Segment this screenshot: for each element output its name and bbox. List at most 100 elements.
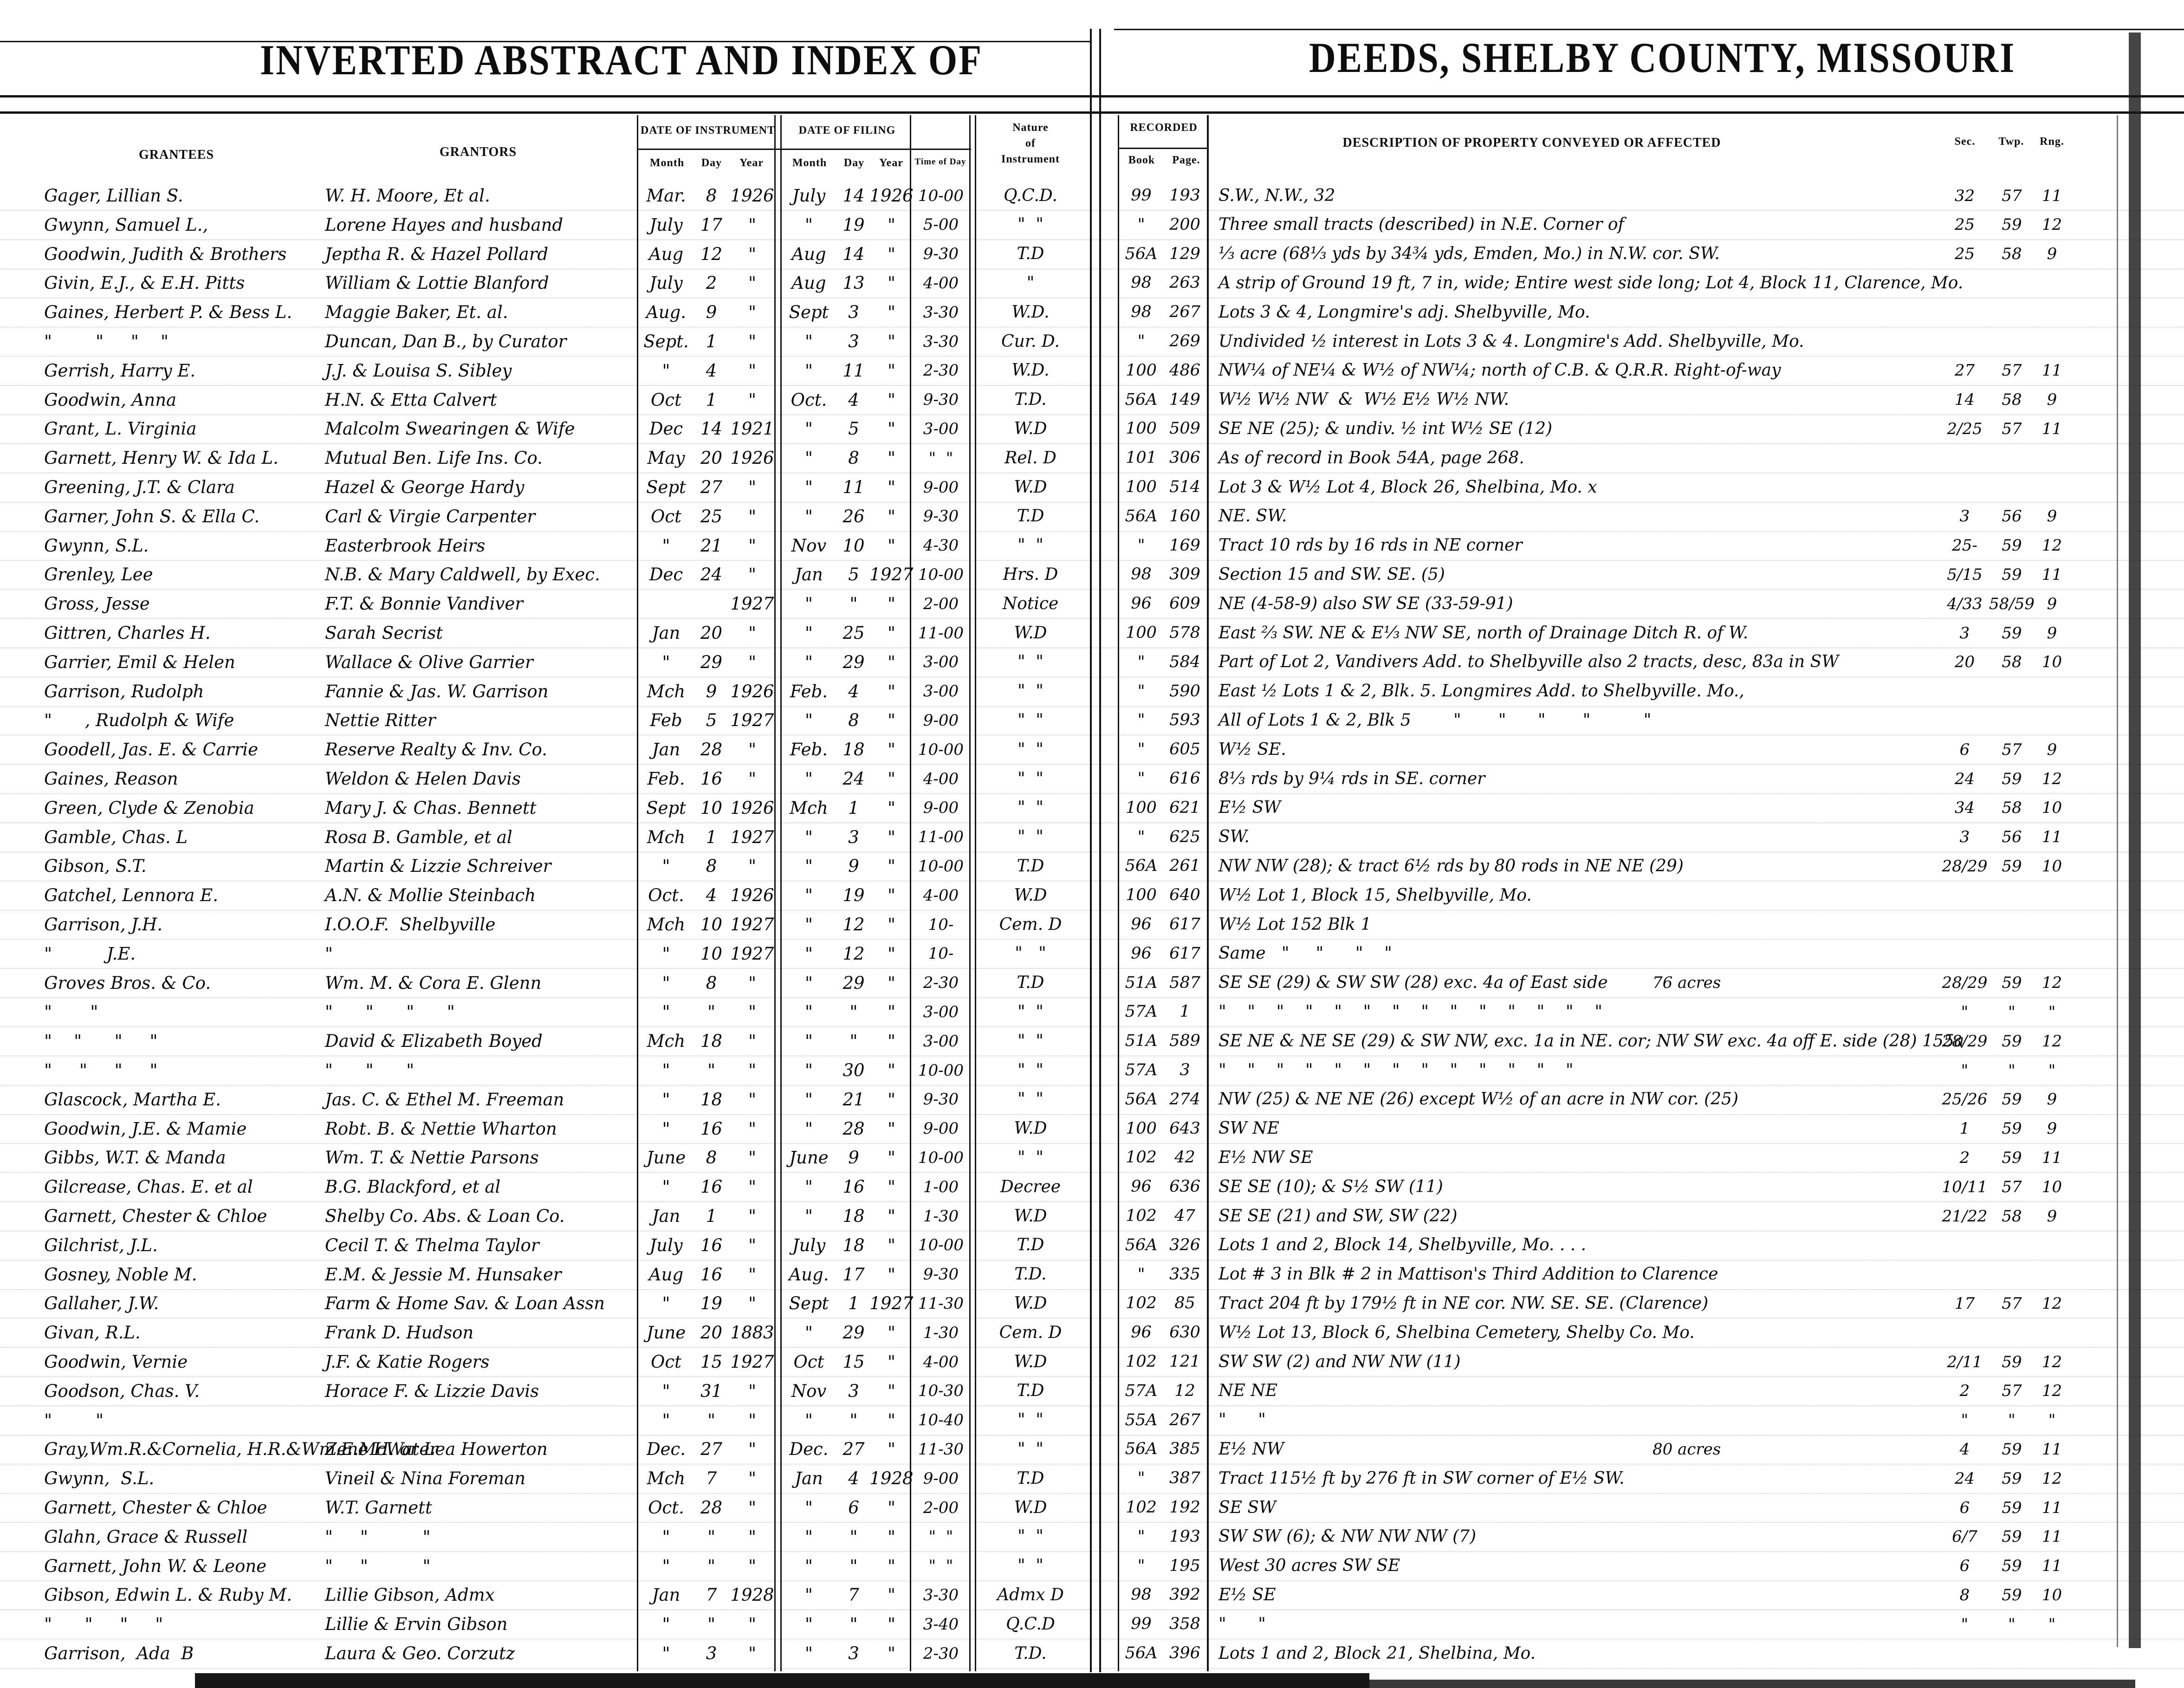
im-cell: May <box>647 448 685 468</box>
col-date-of-filing: DATE OF FILING <box>798 124 896 136</box>
desc-cell: Lot 3 & W½ Lot 4, Block 26, Shelbina, Mo… <box>1218 477 1597 497</box>
sec-cell: 1 <box>1959 1119 1970 1138</box>
ft-cell: 9-30 <box>923 390 959 409</box>
id-cell: 8 <box>706 973 717 993</box>
fy-cell: " <box>887 273 896 293</box>
id-cell: 4 <box>706 885 717 906</box>
rng-cell: 12 <box>2041 1352 2062 1371</box>
table-row: 100 643 SW NE 1 59 9 <box>0 1114 2184 1144</box>
fy-cell: " <box>887 1381 896 1401</box>
table-row: 56A 326 Lots 1 and 2, Block 14, Shelbyvill… <box>0 1231 2184 1260</box>
id-cell: " <box>707 1556 716 1576</box>
fy-cell: " <box>887 1089 896 1110</box>
grantee-cell: Gross, Jesse <box>44 594 150 614</box>
fm-cell: Sept <box>789 302 829 323</box>
book-cell: 96 <box>1131 915 1152 934</box>
nature-cell: " " <box>1017 827 1043 847</box>
sec-cell: 25/26 <box>1942 1090 1988 1109</box>
table-row: " 269 Undivided ½ interest in Lots 3 & 4. … <box>0 327 2184 357</box>
fd-cell: 6 <box>848 1498 859 1518</box>
fy-cell: " <box>887 1177 896 1197</box>
top-edge-rule-right <box>1114 29 2184 30</box>
table-row: 102 47 SE SE (21) and SW, SW (22) 21/22 58 9 <box>0 1201 2184 1231</box>
table-row: Gamble, Chas. L Rosa B. Gamble, et al Mch 1… <box>0 823 2184 852</box>
twp-cell: " <box>2008 1002 2016 1021</box>
im-cell: Oct <box>651 390 681 410</box>
fm-cell: " <box>804 1089 813 1110</box>
table-row: 56A 160 NE. SW. 3 56 9 <box>0 502 2184 532</box>
sec-cell: 20 <box>1954 653 1975 672</box>
sec-cell: 5/15 <box>1947 565 1983 584</box>
grantor-cell: A.N. & Mollie Steinbach <box>325 885 536 906</box>
id-cell: 16 <box>700 1118 723 1139</box>
im-cell: Jan <box>652 623 680 643</box>
im-cell: Dec. <box>646 1439 686 1460</box>
iy-cell: " <box>748 1002 757 1022</box>
fy-cell: " <box>887 477 896 497</box>
table-row: " " " " " " " " " " " 30 " 10-00 " " <box>0 1056 2184 1085</box>
book-cell: " <box>1137 1469 1145 1488</box>
twp-cell: 59 <box>2002 623 2022 643</box>
grantor-cell: Duncan, Dan B., by Curator <box>325 331 567 351</box>
book-cell: 98 <box>1131 273 1152 292</box>
fm-cell: " <box>804 506 813 526</box>
im-cell: Aug <box>648 244 684 264</box>
grantee-cell: Gwynn, Samuel L., <box>44 214 208 235</box>
desc-cell: Lots 3 & 4, Longmire's adj. Shelbyville,… <box>1218 302 1590 322</box>
page-cell: 385 <box>1169 1440 1200 1459</box>
id-cell: 1 <box>706 1206 717 1226</box>
nature-cell: W.D <box>1014 1293 1047 1313</box>
fm-cell: " <box>804 1498 813 1518</box>
page-cell: 640 <box>1169 886 1200 905</box>
col-sec: Sec. <box>1954 136 1976 148</box>
fd-cell: 1 <box>848 798 859 818</box>
table-row: 98 267 Lots 3 & 4, Longmire's adj. Shelbyv… <box>0 298 2184 328</box>
fy-cell: " <box>887 1526 896 1547</box>
rng-cell: 12 <box>2041 1294 2062 1313</box>
table-row: " " " " " " " " 10-40 " " <box>0 1406 2184 1435</box>
table-row: Gray,Wm.R.&Cornelia, H.R.&Wm.E.McWater Ze… <box>0 1435 2184 1465</box>
fm-cell: Dec. <box>789 1439 829 1460</box>
iy-cell: " <box>748 535 757 556</box>
fm-cell: " <box>804 1060 813 1080</box>
rng-cell: 12 <box>2041 536 2062 555</box>
fy-cell: " <box>887 1060 896 1080</box>
twp-cell: 59 <box>2002 1498 2022 1517</box>
sec-cell: 3 <box>1959 623 1970 643</box>
im-cell: " <box>662 1293 670 1314</box>
id-cell: 31 <box>700 1381 723 1401</box>
table-row: 57A 3 " " " " " " " " " " " " " " " " <box>0 1056 2184 1085</box>
grantee-cell: " " " " <box>44 1060 158 1080</box>
grantor-cell: David & Elizabeth Boyed <box>325 1031 543 1052</box>
fm-cell: Aug <box>791 244 826 264</box>
im-cell: Dec <box>649 565 683 585</box>
iy-cell: " <box>748 1526 757 1547</box>
desc-cell: Same " " " " <box>1218 944 1392 963</box>
im-cell: " <box>662 360 670 381</box>
grantor-cell: Maggie Baker, Et. al. <box>325 302 508 323</box>
fy-cell: 1928 <box>869 1468 914 1489</box>
grantee-cell: Garnett, John W. & Leone <box>44 1556 267 1576</box>
fy-cell: " <box>887 740 896 760</box>
col-grantors: GRANTORS <box>439 145 517 159</box>
iy-cell: 1927 <box>730 594 774 614</box>
vrule-right-edge <box>2117 115 2118 1647</box>
table-row: 98 263 A strip of Ground 19 ft, 7 in, wide… <box>0 268 2184 299</box>
ft-cell: 9-00 <box>923 478 959 497</box>
nature-cell: Cur. D. <box>1001 331 1060 351</box>
grantee-cell: Goodwin, Vernie <box>44 1352 188 1372</box>
fd-cell: 27 <box>842 1439 865 1460</box>
fd-cell: 30 <box>842 1060 865 1080</box>
iy-cell: " <box>748 1643 757 1663</box>
page-cell: 306 <box>1169 448 1200 467</box>
table-row: Goodell, Jas. E. & Carrie Reserve Realty … <box>0 735 2184 765</box>
table-row: 102 121 SW SW (2) and NW NW (11) 2/11 59 12 <box>0 1347 2184 1377</box>
book-cell: 100 <box>1126 478 1157 496</box>
fy-cell: " <box>887 1118 896 1139</box>
id-cell: 8 <box>706 1148 717 1168</box>
table-row: Gross, Jesse F.T. & Bonnie Vandiver 1927 " "… <box>0 589 2184 619</box>
fm-cell: " <box>804 652 813 672</box>
iy-cell: 1927 <box>730 710 774 731</box>
fd-cell: 28 <box>842 1118 865 1139</box>
note-cell: 80 acres <box>1653 1440 1721 1459</box>
